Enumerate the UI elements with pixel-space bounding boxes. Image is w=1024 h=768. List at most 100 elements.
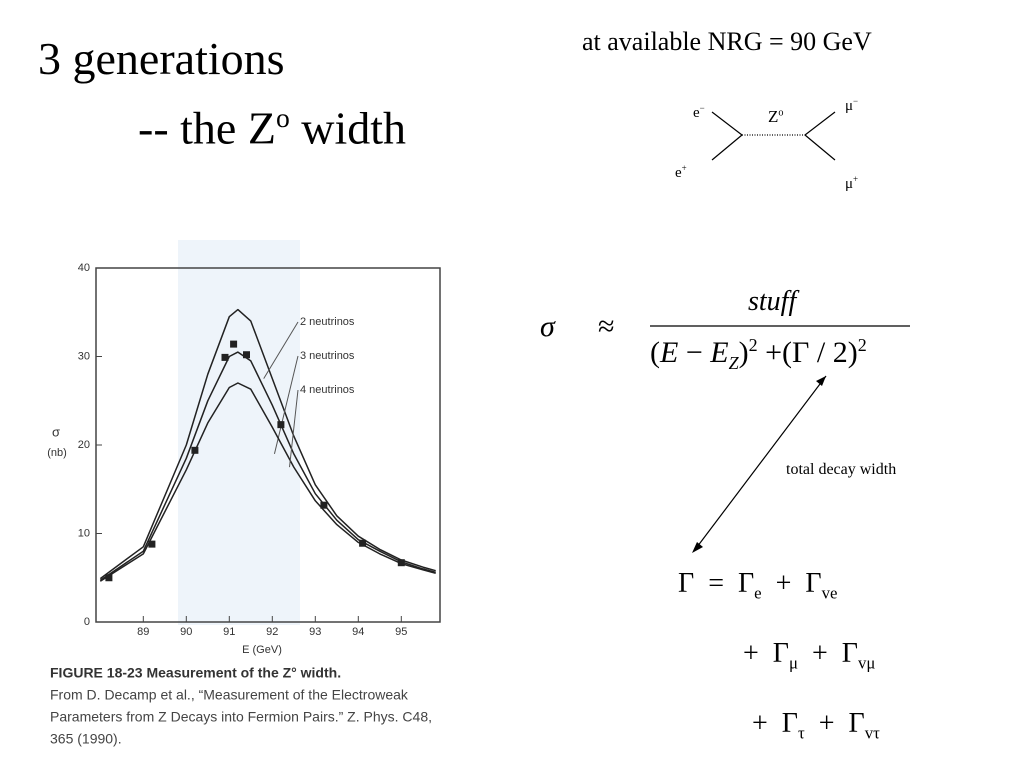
data-point <box>221 353 229 361</box>
title-line2: -- the Zo width <box>138 104 406 151</box>
term-text: = <box>708 568 724 599</box>
width-row: + Γτ + Γvτ <box>752 708 894 744</box>
term-sub: vτ <box>864 723 880 743</box>
data-point <box>243 351 250 359</box>
label-sup: − <box>853 96 859 106</box>
y-tick-label: 10 <box>78 527 90 539</box>
particle-label: e+ <box>675 164 687 181</box>
y-axis-label: σ <box>52 424 60 439</box>
formula-denominator: (E − EZ)2 +(Γ / 2)2 <box>650 336 867 372</box>
term: + <box>776 568 792 600</box>
particle-label: e− <box>693 104 705 121</box>
label-sup: + <box>853 174 859 184</box>
term: + <box>819 708 835 740</box>
particle-label: Zo <box>768 108 783 125</box>
term: Γμ <box>773 638 798 674</box>
x-tick-label: 92 <box>266 626 278 638</box>
data-point <box>230 340 238 348</box>
term: Γvμ <box>842 638 876 674</box>
term-text: + <box>752 708 768 739</box>
term-text: + <box>743 638 759 669</box>
term-text: + <box>811 638 828 669</box>
term-text: Γ <box>848 708 865 739</box>
series-label: 3 neutrinos <box>300 350 355 362</box>
curve <box>99 382 436 582</box>
label-base: e <box>675 165 682 181</box>
arrow-head <box>692 542 703 553</box>
data-point <box>359 539 367 547</box>
y-tick-label: 20 <box>78 439 90 451</box>
paren: ) <box>847 336 858 369</box>
label-sup: o <box>778 107 784 119</box>
subscript: Z <box>728 353 739 373</box>
label-leader <box>289 389 299 468</box>
width-row: Γ = Γe + Γve <box>678 568 851 604</box>
data-point <box>105 574 113 582</box>
diagram-lines <box>711 111 836 161</box>
label-sup: − <box>699 103 705 113</box>
term: Γvτ <box>849 708 880 744</box>
paren: ) <box>738 336 749 369</box>
curve <box>99 308 436 580</box>
term: Γτ <box>782 708 805 744</box>
x-tick-label: 93 <box>309 626 321 638</box>
term-text: Γ <box>678 568 695 599</box>
y-tick-label: 30 <box>78 350 90 362</box>
term-text: Γ <box>805 568 822 599</box>
label-base: μ <box>845 176 854 192</box>
label-base: Z <box>768 107 779 126</box>
title-sup: o <box>275 102 290 133</box>
energy-note: at available NRG = 90 GeV <box>582 27 872 56</box>
x-tick-label: 94 <box>352 626 364 638</box>
term: Γve <box>805 568 837 604</box>
data-point <box>277 421 285 429</box>
x-tick-label: 90 <box>180 626 192 638</box>
title-text: width <box>301 102 407 154</box>
term-text: Γ <box>781 708 798 739</box>
term-sub: e <box>754 583 762 603</box>
x-tick-label: 89 <box>137 626 149 638</box>
symbol: E <box>710 336 729 369</box>
series-label: 4 neutrinos <box>300 384 355 396</box>
x-tick-label: 91 <box>223 626 235 638</box>
x-tick-label: 95 <box>395 626 407 638</box>
operator: − <box>685 336 703 369</box>
term: Γe <box>738 568 762 604</box>
data-point <box>320 501 328 509</box>
term-sub: ve <box>821 583 838 603</box>
term-text: + <box>818 708 835 739</box>
exponent: 2 <box>748 335 758 355</box>
term-text: Γ <box>841 638 858 669</box>
label-base: μ <box>845 98 854 114</box>
symbol: Γ <box>792 336 810 369</box>
term: = <box>708 568 724 600</box>
label-base: e <box>693 105 700 121</box>
number: 2 <box>832 336 848 369</box>
y-tick-label: 0 <box>84 616 90 628</box>
particle-label: μ+ <box>845 175 858 192</box>
title-line1: 3 generations <box>38 33 285 84</box>
term-sub: τ <box>797 723 805 743</box>
term-text: + <box>775 568 792 599</box>
term-text: Γ <box>737 568 755 599</box>
term: + <box>752 708 768 740</box>
term-text: Γ <box>772 638 789 669</box>
series-label: 2 neutrinos <box>300 316 355 328</box>
caption-head: FIGURE 18-23 Measurement of the Z° width… <box>50 665 341 681</box>
data-point <box>397 559 405 567</box>
data-point <box>148 540 156 548</box>
operator: + <box>765 336 783 369</box>
annotation: total decay width <box>786 461 897 478</box>
curve <box>99 351 436 582</box>
label-leader <box>263 321 299 379</box>
term-sub: μ <box>788 653 798 673</box>
width-row: + Γμ + Γvμ <box>743 638 889 674</box>
caption-line: Parameters from Z Decays into Fermion Pa… <box>50 709 432 725</box>
label-sup: + <box>681 163 687 173</box>
symbol: E <box>660 336 679 369</box>
x-axis-label: E (GeV) <box>242 644 282 656</box>
paren: ( <box>650 336 660 369</box>
